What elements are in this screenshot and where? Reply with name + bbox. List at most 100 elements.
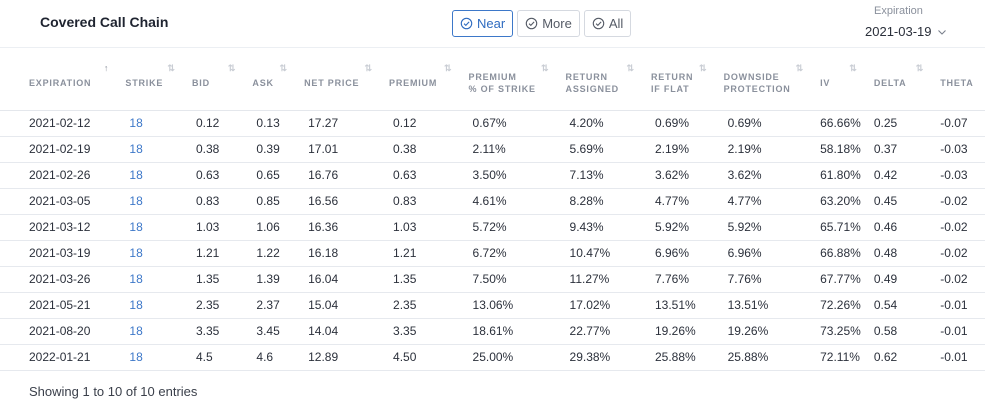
table-cell: 13.51% bbox=[710, 292, 808, 319]
column-header[interactable]: BID ⇅ bbox=[178, 57, 240, 111]
column-header[interactable]: THETA bbox=[927, 57, 985, 111]
column-header[interactable]: RETURN IF FLAT ⇅ bbox=[638, 57, 711, 111]
table-cell: 2022-01-21 bbox=[0, 344, 113, 371]
table-cell: -0.02 bbox=[927, 214, 985, 241]
table-cell: 2021-03-26 bbox=[0, 266, 113, 293]
column-header[interactable]: PREMIUM % OF STRIKE ⇅ bbox=[455, 57, 553, 111]
table-cell: 1.35 bbox=[376, 266, 456, 293]
strike-link[interactable]: 18 bbox=[112, 214, 179, 241]
table-cell: 12.89 bbox=[291, 344, 377, 371]
column-header-label: RETURN IF FLAT bbox=[651, 72, 694, 95]
all-button[interactable]: All bbox=[583, 10, 632, 37]
page-title: Covered Call Chain bbox=[40, 14, 169, 30]
expiration-select[interactable]: 2021-03-19 bbox=[865, 24, 947, 39]
table-cell: 3.35 bbox=[178, 318, 240, 345]
column-header[interactable]: NET PRICE ⇅ bbox=[291, 57, 377, 111]
table-cell: -0.03 bbox=[927, 136, 985, 163]
table-cell: 25.88% bbox=[710, 344, 808, 371]
table-cell: -0.02 bbox=[927, 266, 985, 293]
table-cell: 4.77% bbox=[710, 188, 808, 215]
table-cell: 13.06% bbox=[455, 292, 553, 319]
table-cell: 15.04 bbox=[291, 292, 377, 319]
entries-info: Showing 1 to 10 of 10 entries bbox=[29, 384, 198, 399]
table-cell: -0.01 bbox=[927, 344, 985, 371]
table-row: 2022-01-21 18 4.5 4.6 12.89 4.50 25.00% 29.38% 2… bbox=[0, 344, 985, 371]
table-cell: 0.42 bbox=[860, 162, 928, 189]
column-header[interactable]: DELTA ⇅ bbox=[860, 57, 928, 111]
table-row: 2021-03-05 18 0.83 0.85 16.56 0.83 4.61% 8.28% 4… bbox=[0, 188, 985, 215]
sort-icon: ⇅ bbox=[279, 63, 288, 73]
expiration-label: Expiration bbox=[874, 5, 923, 17]
table-cell: 1.39 bbox=[239, 266, 292, 293]
table-cell: 29.38% bbox=[552, 344, 638, 371]
strike-link[interactable]: 18 bbox=[112, 188, 179, 215]
sort-icon: ↑ bbox=[103, 63, 109, 73]
column-header[interactable]: EXPIRATION ↑ bbox=[0, 57, 113, 111]
table-cell: 72.26% bbox=[807, 292, 861, 319]
strike-link[interactable]: 18 bbox=[112, 266, 179, 293]
column-header-label: IV bbox=[820, 78, 831, 89]
table-cell: 0.49 bbox=[860, 266, 928, 293]
table-cell: 2021-05-21 bbox=[0, 292, 113, 319]
column-header[interactable]: ASK ⇅ bbox=[239, 57, 292, 111]
table-cell: 11.27% bbox=[552, 266, 638, 293]
near-button[interactable]: Near bbox=[452, 10, 514, 37]
strike-link[interactable]: 18 bbox=[112, 110, 179, 137]
all-button-label: All bbox=[608, 16, 624, 31]
table-cell: 0.65 bbox=[239, 162, 292, 189]
table-cell: 17.01 bbox=[291, 136, 377, 163]
table-cell: 58.18% bbox=[807, 136, 861, 163]
strike-link[interactable]: 18 bbox=[112, 318, 179, 345]
table-cell: 2021-08-20 bbox=[0, 318, 113, 345]
check-circle-icon bbox=[592, 17, 605, 30]
table-cell: 6.72% bbox=[455, 240, 553, 267]
strike-link[interactable]: 18 bbox=[112, 240, 179, 267]
sort-icon: ⇅ bbox=[540, 63, 549, 73]
strike-link[interactable]: 18 bbox=[112, 136, 179, 163]
table-cell: 17.02% bbox=[552, 292, 638, 319]
strike-link[interactable]: 18 bbox=[112, 292, 179, 319]
column-header[interactable]: RETURN ASSIGNED ⇅ bbox=[552, 57, 638, 111]
strike-link[interactable]: 18 bbox=[112, 162, 179, 189]
table-cell: 9.43% bbox=[552, 214, 638, 241]
table-body: 2021-02-12 18 0.12 0.13 17.27 0.12 0.67% 4.20% 0… bbox=[0, 110, 985, 371]
column-header[interactable]: IV ⇅ bbox=[807, 57, 861, 111]
sort-icon: ⇅ bbox=[443, 63, 452, 73]
table-row: 2021-02-19 18 0.38 0.39 17.01 0.38 2.11% 5.69% 2… bbox=[0, 136, 985, 163]
more-button[interactable]: More bbox=[517, 10, 580, 37]
table-cell: 65.71% bbox=[807, 214, 861, 241]
table-cell: 0.38 bbox=[178, 136, 240, 163]
table-cell: 66.88% bbox=[807, 240, 861, 267]
column-header[interactable]: DOWNSIDE PROTECTION ⇅ bbox=[710, 57, 808, 111]
table-cell: 3.62% bbox=[638, 162, 711, 189]
sort-icon: ⇅ bbox=[227, 63, 236, 73]
column-header-label: PREMIUM bbox=[389, 78, 438, 89]
table-row: 2021-03-19 18 1.21 1.22 16.18 1.21 6.72% 10.47%… bbox=[0, 240, 985, 267]
table-cell: 5.69% bbox=[552, 136, 638, 163]
table-cell: 19.26% bbox=[710, 318, 808, 345]
table-cell: 4.77% bbox=[638, 188, 711, 215]
table-cell: -0.07 bbox=[927, 110, 985, 137]
table-cell: 2021-03-12 bbox=[0, 214, 113, 241]
table-cell: 4.6 bbox=[239, 344, 292, 371]
table-cell: 2.19% bbox=[710, 136, 808, 163]
table-row: 2021-05-21 18 2.35 2.37 15.04 2.35 13.06% 17.02… bbox=[0, 292, 985, 319]
table-cell: 2.19% bbox=[638, 136, 711, 163]
table-cell: 2021-03-05 bbox=[0, 188, 113, 215]
table-cell: 2021-03-19 bbox=[0, 240, 113, 267]
table-cell: 1.06 bbox=[239, 214, 292, 241]
card-header: Covered Call Chain Near More All Expirat… bbox=[0, 0, 985, 48]
sort-icon: ⇅ bbox=[364, 63, 373, 73]
strike-link[interactable]: 18 bbox=[112, 344, 179, 371]
more-button-label: More bbox=[542, 16, 572, 31]
column-header-label: PREMIUM % OF STRIKE bbox=[468, 72, 536, 95]
column-header[interactable]: PREMIUM ⇅ bbox=[376, 57, 456, 111]
table-cell: 4.20% bbox=[552, 110, 638, 137]
table-cell: 0.45 bbox=[860, 188, 928, 215]
table-cell: -0.02 bbox=[927, 188, 985, 215]
table-cell: 72.11% bbox=[807, 344, 861, 371]
table-cell: 22.77% bbox=[552, 318, 638, 345]
table-cell: 0.62 bbox=[860, 344, 928, 371]
table-cell: 25.00% bbox=[455, 344, 553, 371]
column-header[interactable]: STRIKE ⇅ bbox=[112, 57, 179, 111]
